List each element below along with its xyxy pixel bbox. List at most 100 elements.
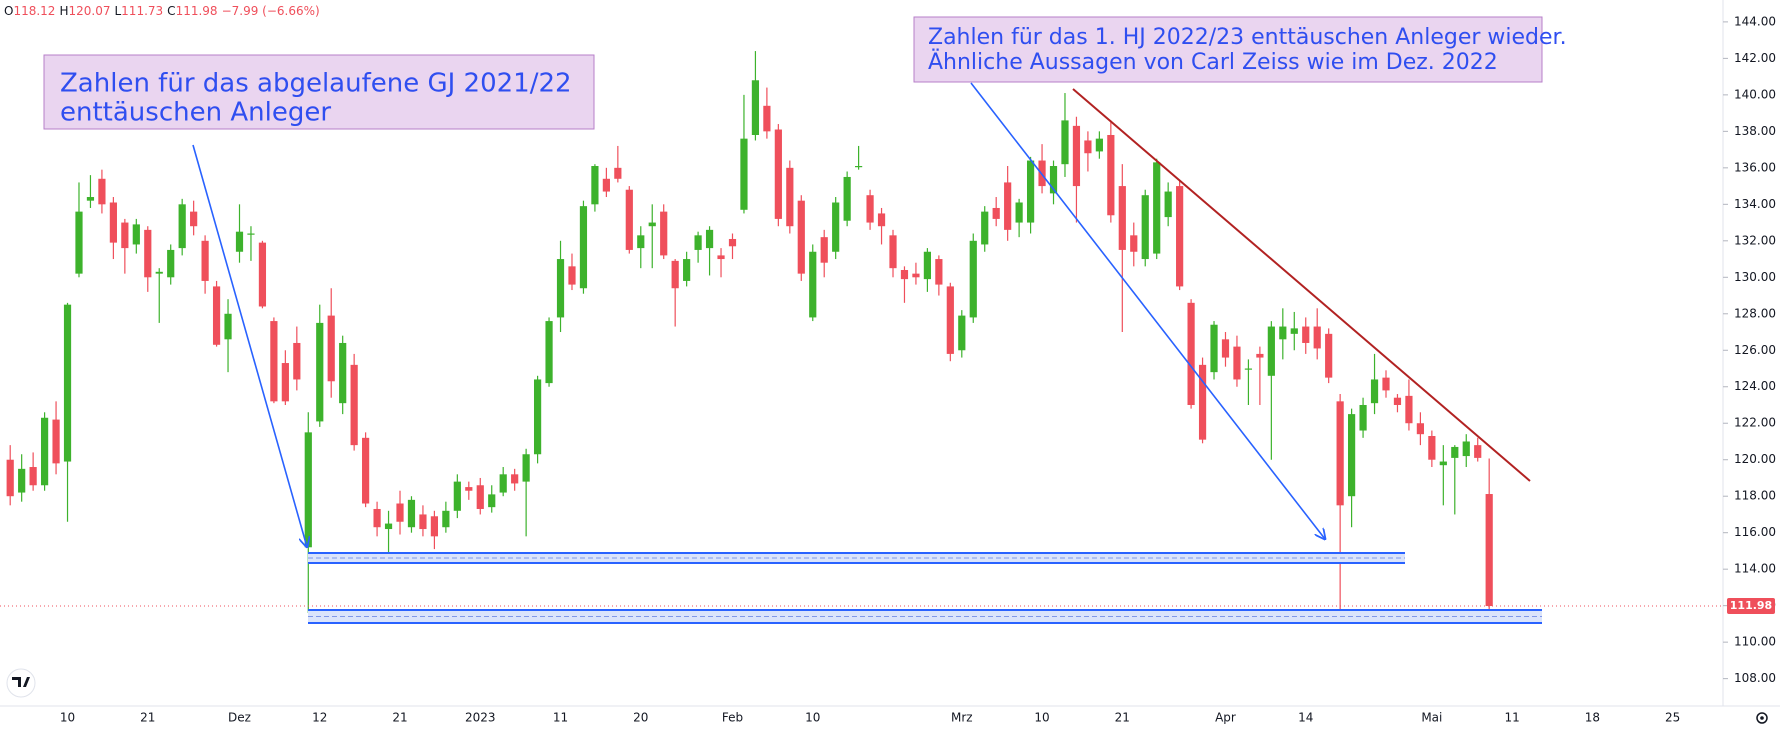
x-tick-label: Apr <box>1215 711 1236 725</box>
candle-body <box>1393 397 1402 405</box>
candle-body <box>1244 368 1253 370</box>
candle-body <box>843 176 851 221</box>
x-tick-label: Mai <box>1421 711 1442 725</box>
candle-body <box>304 432 312 548</box>
y-tick-label: 114.00 <box>1734 562 1776 576</box>
settings-icon[interactable] <box>1756 712 1768 724</box>
candle-body <box>900 269 909 280</box>
candle-body <box>556 259 565 318</box>
y-tick-label: 124.00 <box>1734 379 1776 393</box>
candle-body <box>625 189 633 250</box>
candle-body <box>224 313 232 340</box>
candle-body <box>40 417 49 486</box>
candle-body <box>728 238 737 247</box>
candle-body <box>763 105 771 132</box>
ohlc-value: 111.98 <box>175 4 218 18</box>
arrow <box>970 82 1325 539</box>
candle-body <box>350 364 358 446</box>
candle-body <box>488 494 496 508</box>
candle-body <box>1462 441 1470 457</box>
candle-body <box>75 211 83 274</box>
candle-body <box>1313 326 1321 349</box>
candle-body <box>946 286 954 354</box>
candle-body <box>1061 120 1069 165</box>
candle-body <box>109 202 117 243</box>
candle-body <box>29 467 37 486</box>
ohlc-key: −7.99 (−6.66%) <box>221 4 320 18</box>
x-tick-label: 11 <box>553 711 568 725</box>
candle-body <box>281 363 289 402</box>
annotation-text: Zahlen für das abgelaufene GJ 2021/22 <box>60 69 572 99</box>
candle-body <box>293 342 301 380</box>
candle-body <box>958 315 966 351</box>
candle-body <box>1233 346 1241 380</box>
candle-body <box>935 259 943 285</box>
arrow <box>192 144 307 547</box>
y-tick-label: 136.00 <box>1734 160 1776 174</box>
candle-body <box>247 233 255 235</box>
candle-body <box>132 224 140 245</box>
candle-body <box>866 195 874 223</box>
candle-body <box>1026 160 1035 223</box>
annotation-text: Zahlen für das 1. HJ 2022/23 enttäuschen… <box>928 25 1567 50</box>
y-tick-label: 142.00 <box>1734 51 1776 65</box>
candle-body <box>373 508 381 528</box>
ohlc-value: 118.12 <box>13 4 56 18</box>
candle-body <box>1176 186 1184 287</box>
candle-body <box>820 237 828 263</box>
y-tick-label: 128.00 <box>1734 306 1776 320</box>
candle-body <box>705 229 714 249</box>
y-tick-label: 138.00 <box>1734 124 1776 138</box>
candle-body <box>637 235 645 249</box>
candle-body <box>396 503 404 522</box>
candle-body <box>912 273 920 278</box>
candle-body <box>362 437 370 504</box>
ohlc-key: O <box>4 4 14 18</box>
y-tick-label: 120.00 <box>1734 452 1776 466</box>
candle-body <box>1130 235 1138 252</box>
candle-body <box>969 240 977 318</box>
candle-body <box>258 242 267 307</box>
candle-body <box>1187 302 1195 405</box>
candle-body <box>1107 134 1115 216</box>
candle-body <box>155 271 163 274</box>
x-tick-label: 25 <box>1665 711 1680 725</box>
y-tick-label: 134.00 <box>1734 197 1776 211</box>
annotation-box <box>43 54 595 130</box>
candle-body <box>6 459 14 497</box>
candle-body <box>1474 445 1482 458</box>
x-tick-label: Dez <box>228 711 251 725</box>
annotation-box <box>913 16 1543 83</box>
candle-body <box>1439 461 1447 466</box>
candle-body <box>1164 191 1172 218</box>
candle-body <box>1015 202 1023 223</box>
y-tick-label: 122.00 <box>1734 416 1776 430</box>
candle-body <box>419 514 427 530</box>
candle-body <box>648 222 656 227</box>
y-tick-label: 130.00 <box>1734 270 1776 284</box>
candle-body <box>740 138 748 210</box>
candle-body <box>992 207 1000 219</box>
candle-body <box>1153 162 1161 254</box>
candle-body <box>63 304 72 462</box>
ohlc-key: L <box>114 4 122 18</box>
candle-body <box>1416 423 1424 435</box>
candle-body <box>1210 324 1218 373</box>
candle-body <box>442 510 450 528</box>
x-tick-label: 10 <box>1034 711 1049 725</box>
candle-body <box>1221 339 1230 358</box>
candle-body <box>1049 166 1058 194</box>
candle-body <box>1267 326 1275 376</box>
candle-body <box>430 516 439 537</box>
candle-body <box>923 251 931 280</box>
candle-body <box>1198 364 1207 440</box>
candle-body <box>86 197 95 201</box>
candle-body <box>201 240 209 281</box>
ohlc-value: 120.07 <box>68 4 111 18</box>
candle-body <box>602 178 610 192</box>
candle-body <box>1084 140 1092 154</box>
candle-body <box>499 474 507 493</box>
candle-body <box>1141 195 1149 260</box>
candle-body <box>144 229 152 278</box>
